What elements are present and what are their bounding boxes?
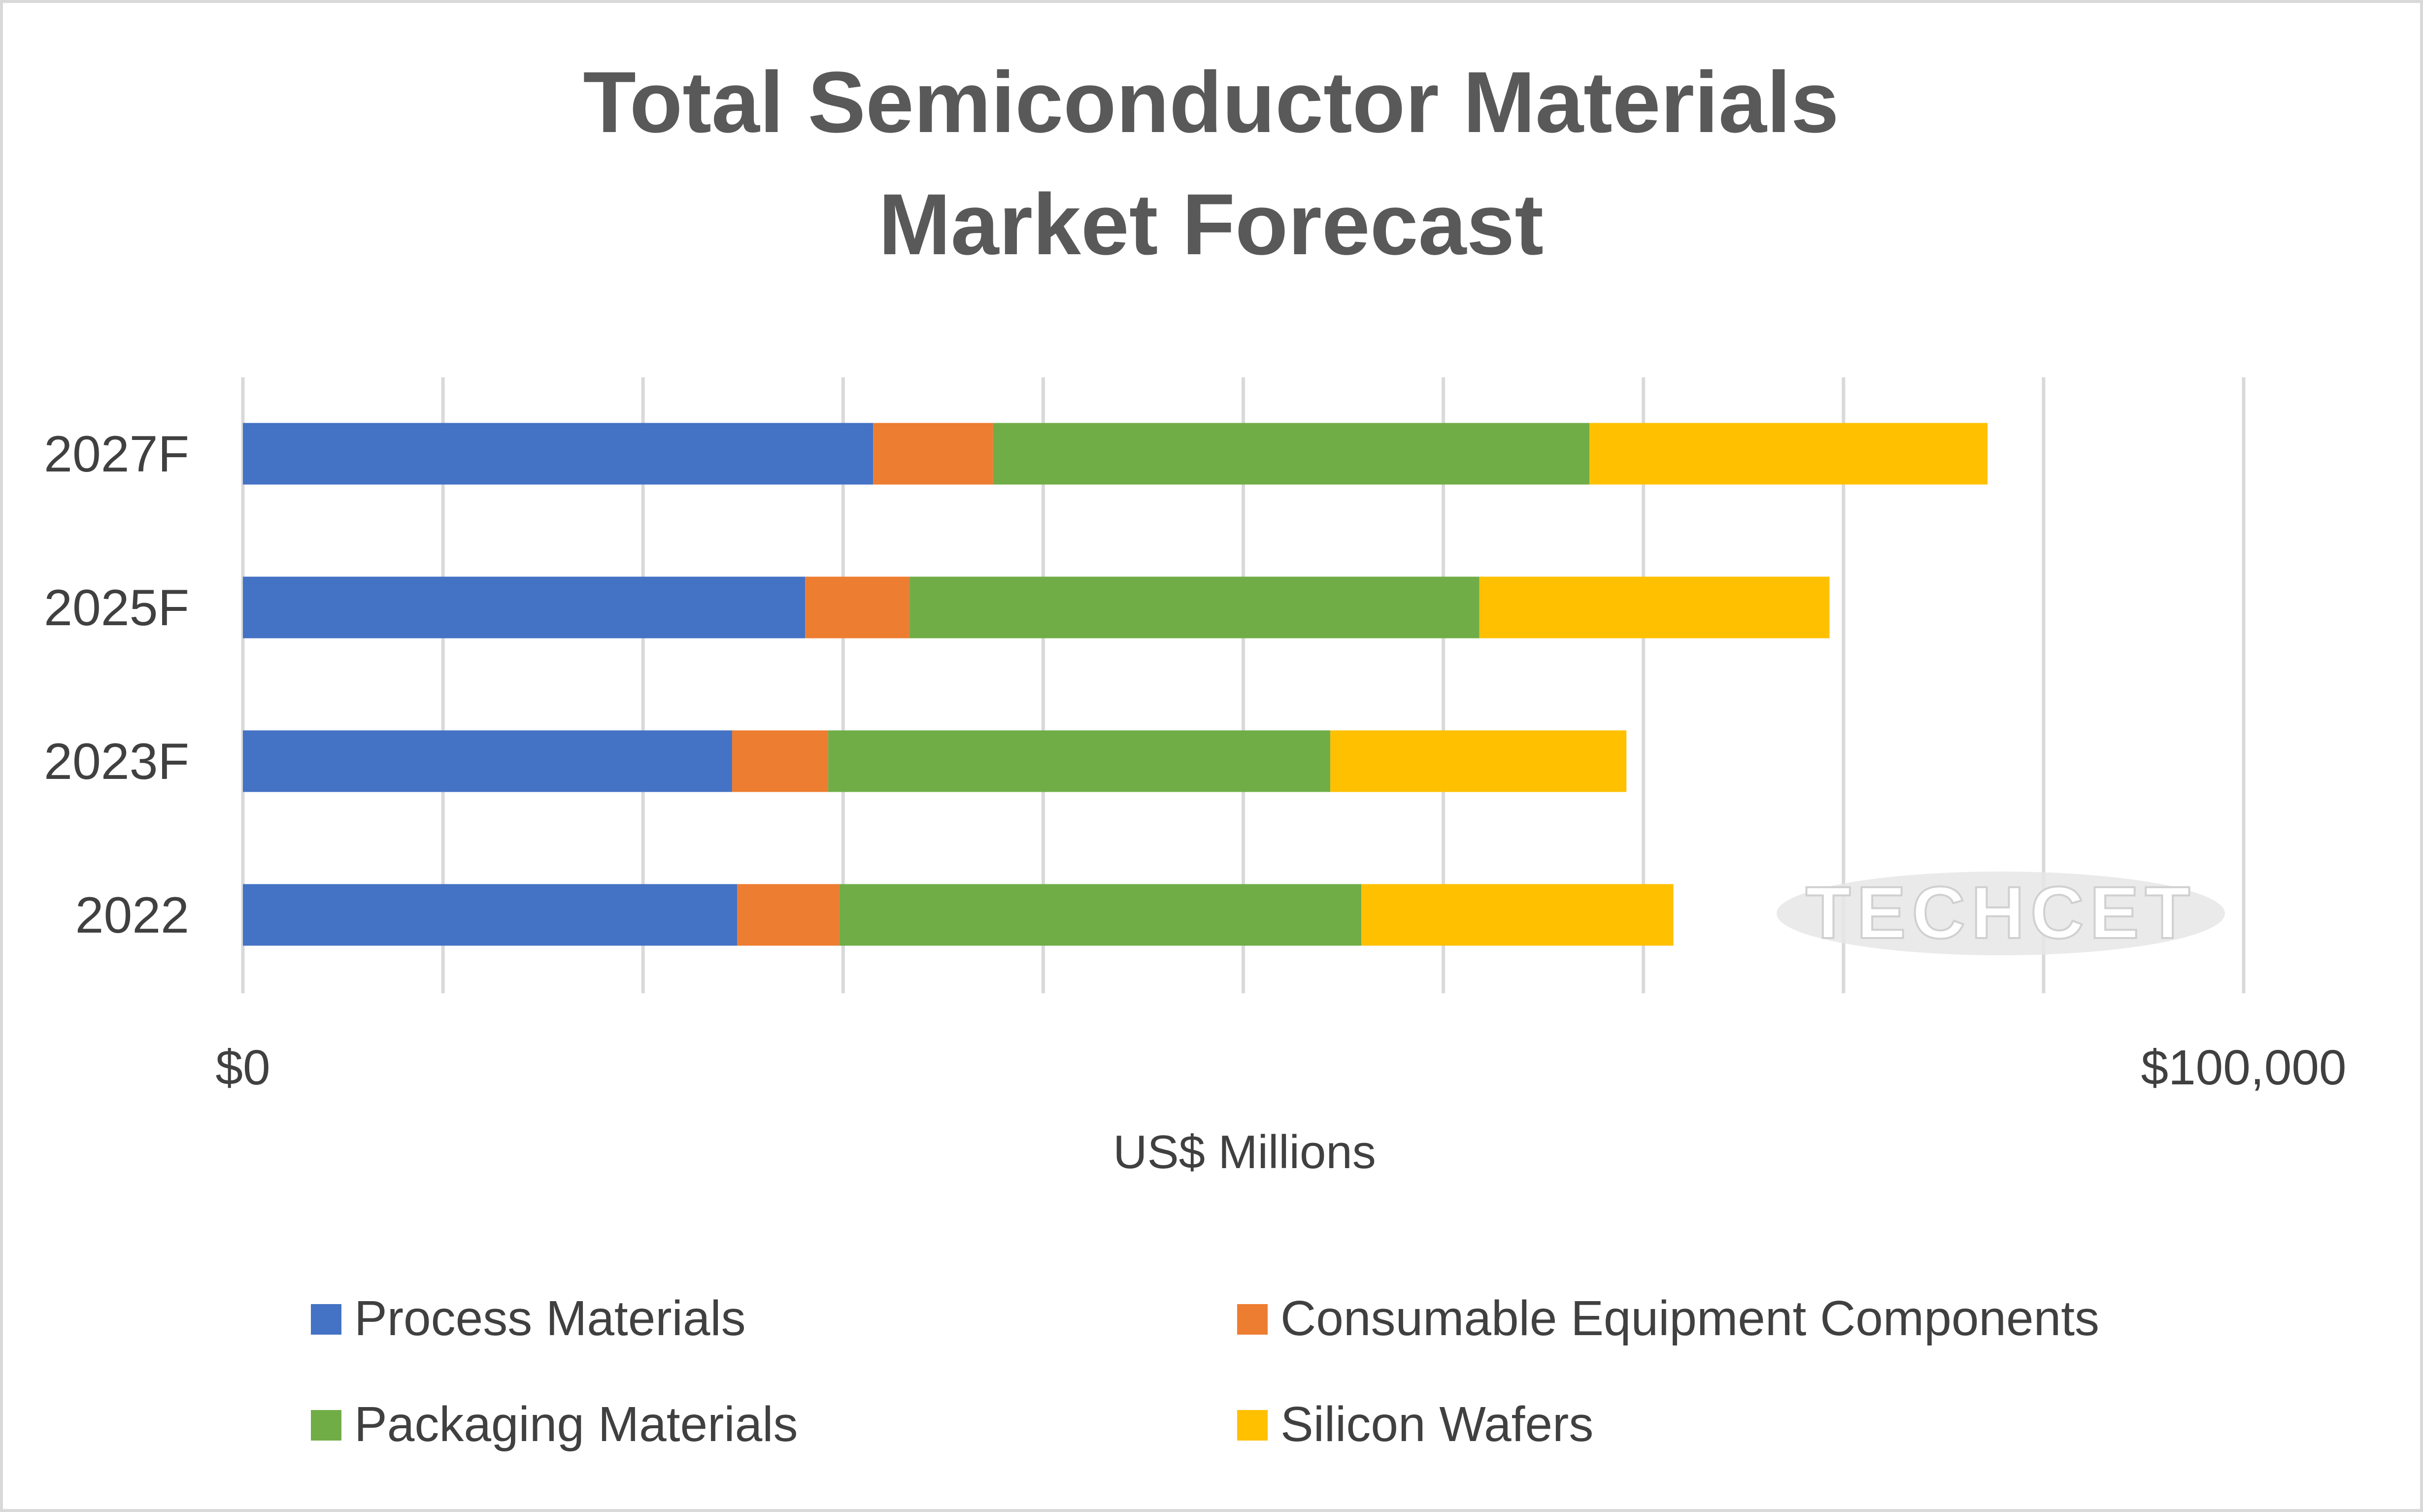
legend-item: Process Materials	[311, 1291, 746, 1346]
bar-stacks	[243, 423, 1988, 946]
chart-title: Total Semiconductor Materials Market For…	[583, 54, 1839, 273]
bar-segment	[737, 884, 840, 946]
bar-segment	[1479, 576, 1830, 638]
legend-item: Packaging Materials	[311, 1397, 798, 1452]
bar-segment	[1589, 423, 1988, 485]
bar-segment	[993, 423, 1590, 485]
bar-segment	[1330, 730, 1627, 792]
bar-stack-2022	[243, 884, 1674, 946]
bar-stack-2025F	[243, 576, 1830, 638]
bar-segment	[243, 730, 732, 792]
x-tick-label: $100,000	[2141, 1040, 2346, 1095]
legend-label: Silicon Wafers	[1280, 1397, 1593, 1452]
legend-item: Silicon Wafers	[1237, 1397, 1593, 1452]
bar-stack-2027F	[243, 423, 1988, 485]
bar-segment	[732, 730, 828, 792]
x-axis-title: US$ Millions	[1113, 1126, 1376, 1178]
techcet-watermark: TECHCET	[1777, 870, 2225, 955]
category-label: 2027F	[44, 426, 189, 483]
chart-title-line-2: Market Forecast	[878, 176, 1544, 273]
watermark-ellipse	[1777, 872, 2225, 955]
x-axis-tick-labels: $0 $100,000	[215, 1040, 2346, 1095]
x-tick-label: $0	[215, 1040, 270, 1095]
bar-segment	[873, 423, 993, 485]
chart-title-line-1: Total Semiconductor Materials	[583, 54, 1839, 151]
bar-segment	[839, 884, 1362, 946]
y-axis-category-labels: 2022 2023F 2025F 2027F	[44, 426, 189, 944]
bar-stack-2023F	[243, 730, 1627, 792]
watermark-text: TECHCET	[1806, 871, 2196, 954]
legend-item: Consumable Equipment Components	[1237, 1291, 2099, 1346]
bar-segment	[828, 730, 1331, 792]
bar-segment	[1361, 884, 1674, 946]
bar-segment	[243, 884, 738, 946]
legend-label: Process Materials	[354, 1291, 746, 1346]
legend-label: Consumable Equipment Components	[1280, 1291, 2099, 1346]
bar-segment	[243, 423, 874, 485]
legend-swatch	[1237, 1304, 1268, 1335]
legend: Process Materials Consumable Equipment Co…	[311, 1291, 2099, 1452]
category-label: 2023F	[44, 733, 189, 790]
category-label: 2022	[75, 887, 189, 944]
legend-swatch	[311, 1304, 341, 1335]
legend-swatch	[1237, 1410, 1268, 1441]
bar-segment	[243, 576, 806, 638]
chart-canvas: Total Semiconductor Materials Market For…	[44, 54, 2346, 1452]
legend-label: Packaging Materials	[354, 1397, 798, 1452]
category-label: 2025F	[44, 579, 189, 637]
bar-segment	[909, 576, 1480, 638]
legend-swatch	[311, 1410, 341, 1441]
bar-segment	[805, 576, 909, 638]
